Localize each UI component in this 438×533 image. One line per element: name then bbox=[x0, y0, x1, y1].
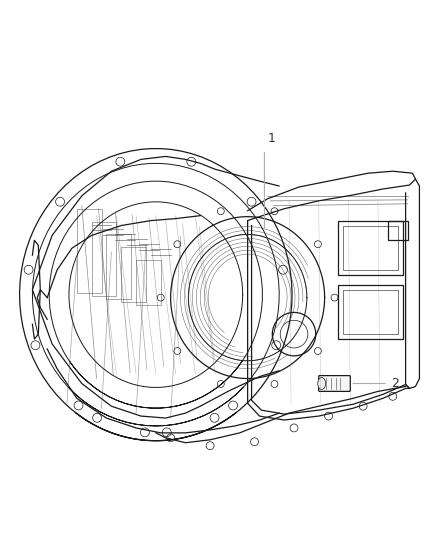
Bar bbox=[388, 221, 408, 240]
Bar bbox=[339, 285, 403, 339]
Bar bbox=[106, 235, 131, 298]
Bar bbox=[339, 221, 403, 275]
Bar bbox=[121, 247, 146, 302]
Bar bbox=[136, 260, 161, 304]
Text: 2: 2 bbox=[391, 377, 399, 390]
Bar bbox=[343, 225, 398, 270]
Bar bbox=[77, 209, 102, 293]
Bar bbox=[92, 222, 117, 296]
Ellipse shape bbox=[318, 377, 325, 390]
FancyBboxPatch shape bbox=[319, 376, 350, 391]
Bar bbox=[343, 290, 398, 334]
Text: 1: 1 bbox=[267, 132, 275, 144]
